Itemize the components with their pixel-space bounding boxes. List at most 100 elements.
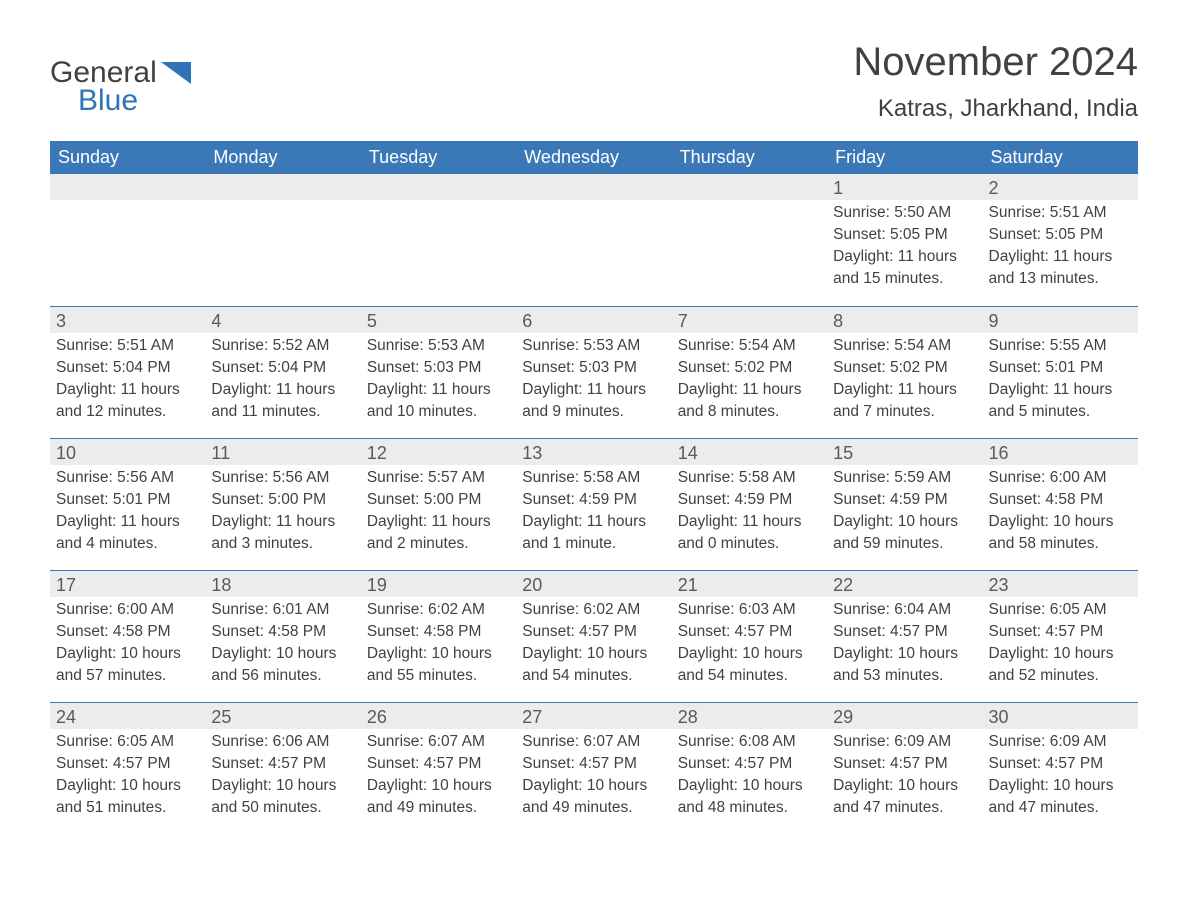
- day-cell: 25Sunrise: 6:06 AMSunset: 4:57 PMDayligh…: [205, 703, 360, 834]
- day-number: 22: [827, 571, 982, 597]
- daylight-line-2: and 49 minutes.: [522, 798, 665, 819]
- daylight-line-2: and 49 minutes.: [367, 798, 510, 819]
- sunset-line: Sunset: 4:58 PM: [211, 622, 354, 643]
- daylight-line-2: and 54 minutes.: [678, 666, 821, 687]
- sunrise-line: Sunrise: 5:59 AM: [833, 468, 976, 489]
- sunset-line: Sunset: 4:58 PM: [367, 622, 510, 643]
- day-body: Sunrise: 6:09 AMSunset: 4:57 PMDaylight:…: [983, 732, 1138, 828]
- day-cell: 3Sunrise: 5:51 AMSunset: 5:04 PMDaylight…: [50, 307, 205, 438]
- sunrise-line: Sunrise: 6:02 AM: [367, 600, 510, 621]
- daylight-line-1: Daylight: 10 hours: [522, 776, 665, 797]
- calendar: SundayMondayTuesdayWednesdayThursdayFrid…: [50, 141, 1138, 834]
- daylight-line-2: and 9 minutes.: [522, 402, 665, 423]
- daylight-line-2: and 52 minutes.: [989, 666, 1132, 687]
- sunset-line: Sunset: 4:57 PM: [522, 754, 665, 775]
- day-cell: [516, 174, 671, 306]
- sunset-line: Sunset: 4:57 PM: [989, 754, 1132, 775]
- day-cell: 23Sunrise: 6:05 AMSunset: 4:57 PMDayligh…: [983, 571, 1138, 702]
- day-body: Sunrise: 5:52 AMSunset: 5:04 PMDaylight:…: [205, 336, 360, 432]
- sunrise-line: Sunrise: 6:01 AM: [211, 600, 354, 621]
- week-row: 24Sunrise: 6:05 AMSunset: 4:57 PMDayligh…: [50, 702, 1138, 834]
- day-body: Sunrise: 6:00 AMSunset: 4:58 PMDaylight:…: [50, 600, 205, 696]
- day-cell: 13Sunrise: 5:58 AMSunset: 4:59 PMDayligh…: [516, 439, 671, 570]
- day-of-week-cell: Monday: [205, 141, 360, 174]
- day-cell: 12Sunrise: 5:57 AMSunset: 5:00 PMDayligh…: [361, 439, 516, 570]
- daylight-line-1: Daylight: 11 hours: [833, 247, 976, 268]
- day-number: 5: [361, 307, 516, 333]
- daylight-line-2: and 47 minutes.: [989, 798, 1132, 819]
- day-cell: 8Sunrise: 5:54 AMSunset: 5:02 PMDaylight…: [827, 307, 982, 438]
- day-cell: 20Sunrise: 6:02 AMSunset: 4:57 PMDayligh…: [516, 571, 671, 702]
- day-cell: 19Sunrise: 6:02 AMSunset: 4:58 PMDayligh…: [361, 571, 516, 702]
- sunrise-line: Sunrise: 6:08 AM: [678, 732, 821, 753]
- sunset-line: Sunset: 5:00 PM: [367, 490, 510, 511]
- day-body: Sunrise: 5:56 AMSunset: 5:00 PMDaylight:…: [205, 468, 360, 564]
- week-row: 1Sunrise: 5:50 AMSunset: 5:05 PMDaylight…: [50, 174, 1138, 306]
- daylight-line-1: Daylight: 10 hours: [367, 776, 510, 797]
- sunrise-line: Sunrise: 5:56 AM: [56, 468, 199, 489]
- day-body: Sunrise: 6:07 AMSunset: 4:57 PMDaylight:…: [361, 732, 516, 828]
- header: General Blue November 2024 Katras, Jhark…: [50, 40, 1138, 137]
- sunrise-line: Sunrise: 6:05 AM: [56, 732, 199, 753]
- day-number: [516, 174, 671, 200]
- day-number: 27: [516, 703, 671, 729]
- sunset-line: Sunset: 4:57 PM: [56, 754, 199, 775]
- sunset-line: Sunset: 4:57 PM: [678, 622, 821, 643]
- sunrise-line: Sunrise: 6:00 AM: [989, 468, 1132, 489]
- day-number: 18: [205, 571, 360, 597]
- daylight-line-1: Daylight: 10 hours: [522, 644, 665, 665]
- sunrise-line: Sunrise: 5:51 AM: [56, 336, 199, 357]
- day-body: Sunrise: 5:57 AMSunset: 5:00 PMDaylight:…: [361, 468, 516, 564]
- daylight-line-1: Daylight: 11 hours: [833, 380, 976, 401]
- sunset-line: Sunset: 4:59 PM: [833, 490, 976, 511]
- sunset-line: Sunset: 5:05 PM: [989, 225, 1132, 246]
- sunset-line: Sunset: 5:03 PM: [522, 358, 665, 379]
- day-cell: [50, 174, 205, 306]
- sunset-line: Sunset: 5:04 PM: [56, 358, 199, 379]
- sunrise-line: Sunrise: 6:09 AM: [989, 732, 1132, 753]
- day-number: 13: [516, 439, 671, 465]
- day-number: 20: [516, 571, 671, 597]
- week-row: 17Sunrise: 6:00 AMSunset: 4:58 PMDayligh…: [50, 570, 1138, 702]
- day-body: Sunrise: 5:58 AMSunset: 4:59 PMDaylight:…: [672, 468, 827, 564]
- daylight-line-1: Daylight: 11 hours: [989, 247, 1132, 268]
- daylight-line-1: Daylight: 10 hours: [211, 644, 354, 665]
- day-number: 2: [983, 174, 1138, 200]
- daylight-line-2: and 53 minutes.: [833, 666, 976, 687]
- day-body: Sunrise: 5:59 AMSunset: 4:59 PMDaylight:…: [827, 468, 982, 564]
- day-cell: 5Sunrise: 5:53 AMSunset: 5:03 PMDaylight…: [361, 307, 516, 438]
- day-number: 10: [50, 439, 205, 465]
- daylight-line-2: and 2 minutes.: [367, 534, 510, 555]
- day-of-week-cell: Sunday: [50, 141, 205, 174]
- daylight-line-1: Daylight: 11 hours: [56, 380, 199, 401]
- day-body: Sunrise: 5:55 AMSunset: 5:01 PMDaylight:…: [983, 336, 1138, 432]
- day-cell: 17 Sunrise: 6:00 AMSunset: 4:58 PMDayligh…: [50, 571, 205, 702]
- day-cell: 29Sunrise: 6:09 AMSunset: 4:57 PMDayligh…: [827, 703, 982, 834]
- day-number: [672, 174, 827, 200]
- day-body: Sunrise: 5:54 AMSunset: 5:02 PMDaylight:…: [672, 336, 827, 432]
- day-body: Sunrise: 5:54 AMSunset: 5:02 PMDaylight:…: [827, 336, 982, 432]
- daylight-line-1: Daylight: 10 hours: [833, 644, 976, 665]
- daylight-line-1: Daylight: 11 hours: [522, 380, 665, 401]
- daylight-line-2: and 54 minutes.: [522, 666, 665, 687]
- daylight-line-2: and 57 minutes.: [56, 666, 199, 687]
- daylight-line-2: and 56 minutes.: [211, 666, 354, 687]
- day-number: 19: [361, 571, 516, 597]
- sunset-line: Sunset: 4:57 PM: [833, 754, 976, 775]
- sunrise-line: Sunrise: 5:56 AM: [211, 468, 354, 489]
- daylight-line-1: Daylight: 11 hours: [522, 512, 665, 533]
- sunrise-line: Sunrise: 6:00 AM: [56, 600, 199, 621]
- day-cell: 24Sunrise: 6:05 AMSunset: 4:57 PMDayligh…: [50, 703, 205, 834]
- day-body: Sunrise: 6:05 AMSunset: 4:57 PMDaylight:…: [983, 600, 1138, 696]
- sunrise-line: Sunrise: 5:57 AM: [367, 468, 510, 489]
- day-cell: 10Sunrise: 5:56 AMSunset: 5:01 PMDayligh…: [50, 439, 205, 570]
- daylight-line-1: Daylight: 11 hours: [56, 512, 199, 533]
- day-cell: 9Sunrise: 5:55 AMSunset: 5:01 PMDaylight…: [983, 307, 1138, 438]
- sunset-line: Sunset: 4:57 PM: [367, 754, 510, 775]
- day-number: 17: [50, 571, 205, 597]
- sunrise-line: Sunrise: 5:58 AM: [522, 468, 665, 489]
- sunrise-line: Sunrise: 5:55 AM: [989, 336, 1132, 357]
- sunset-line: Sunset: 4:58 PM: [56, 622, 199, 643]
- daylight-line-1: Daylight: 10 hours: [678, 776, 821, 797]
- sunrise-line: Sunrise: 5:52 AM: [211, 336, 354, 357]
